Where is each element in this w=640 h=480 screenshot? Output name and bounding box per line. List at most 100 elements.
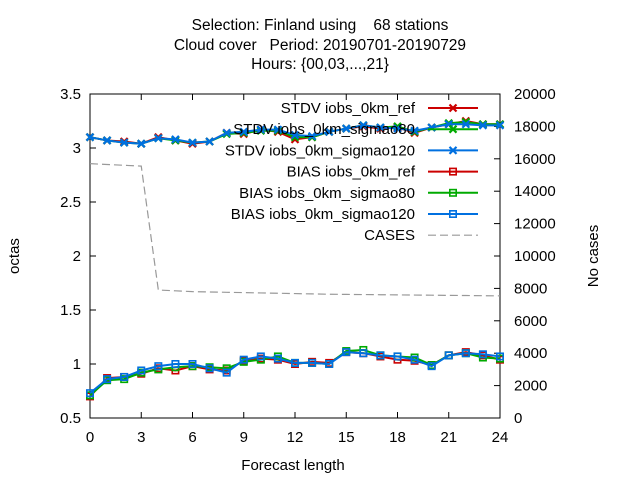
- y2-tick-label: 8000: [514, 280, 547, 297]
- data-point: [103, 375, 112, 384]
- data-point: [120, 372, 129, 381]
- data-point: [427, 362, 436, 371]
- x-tick-label: 24: [492, 429, 509, 446]
- legend-label: BIAS iobs_0km_sigmao120: [231, 206, 415, 223]
- series-3: [86, 348, 504, 401]
- x-tick-label: 12: [287, 429, 304, 446]
- legend-marker: [448, 210, 457, 219]
- y-tick-label: 1.5: [60, 302, 81, 319]
- data-point: [307, 131, 317, 141]
- y2-tick-label: 18000: [514, 118, 556, 135]
- y-tick-label: 2.5: [60, 194, 81, 211]
- data-point: [222, 128, 231, 138]
- x-tick-label: 6: [188, 429, 196, 446]
- data-point: [324, 127, 334, 137]
- y-tick-label: 3.5: [60, 86, 81, 103]
- data-point: [478, 350, 487, 359]
- data-point: [444, 351, 453, 360]
- data-point: [171, 359, 180, 368]
- chart-title-line-1: Selection: Finland using 68 stations: [191, 17, 449, 34]
- data-point: [308, 358, 317, 367]
- y2-tick-label: 0: [514, 410, 522, 427]
- data-point: [393, 352, 402, 361]
- series-line: [89, 163, 501, 297]
- data-point: [290, 130, 300, 140]
- series-line: [89, 348, 501, 397]
- data-point: [461, 119, 471, 129]
- y2-tick-label: 6000: [514, 313, 547, 330]
- legend-marker: [448, 124, 458, 134]
- data-point: [359, 121, 368, 130]
- y-tick-label: 1: [73, 356, 81, 373]
- data-point: [222, 368, 231, 377]
- x-tick-label: 3: [137, 429, 145, 446]
- data-point: [136, 139, 146, 148]
- series-6: [89, 163, 501, 297]
- data-point: [325, 359, 334, 368]
- data-point: [376, 123, 385, 132]
- legend-marker: [448, 188, 457, 197]
- y2-tick-label: 2000: [514, 378, 547, 395]
- data-point: [478, 121, 488, 130]
- x-tick-label: 0: [86, 429, 94, 446]
- x-tick-label: 15: [338, 429, 355, 446]
- data-point: [188, 359, 197, 368]
- data-point: [495, 352, 504, 361]
- y2-tick-label: 4000: [514, 345, 547, 362]
- series-5: [86, 348, 504, 398]
- data-point: [171, 135, 180, 144]
- y2-tick-label: 14000: [514, 183, 556, 200]
- data-point: [239, 127, 249, 137]
- legend-label: BIAS iobs_0km_ref: [287, 164, 416, 181]
- data-point: [256, 125, 266, 134]
- data-point: [290, 358, 299, 367]
- data-point: [205, 364, 214, 373]
- data-point: [495, 121, 505, 130]
- series-2: [85, 119, 505, 148]
- data-point: [410, 355, 419, 364]
- data-point: [205, 137, 214, 146]
- data-point: [137, 366, 146, 375]
- data-point: [119, 138, 129, 147]
- series-line: [89, 351, 501, 398]
- data-point: [341, 124, 351, 133]
- y2-tick-label: 16000: [514, 151, 556, 168]
- legend-marker: [448, 167, 457, 176]
- legend-marker: [448, 103, 458, 113]
- y-axis-label: octas: [6, 238, 23, 274]
- data-point: [273, 125, 283, 134]
- y-tick-label: 2: [73, 248, 81, 265]
- x-tick-label: 21: [440, 429, 457, 446]
- data-point: [273, 354, 282, 363]
- data-point: [102, 136, 112, 145]
- legend-label: STDV iobs_0km_sigmao120: [225, 142, 415, 159]
- y2-axis-label: No cases: [585, 225, 602, 288]
- x-axis-label: Forecast length: [241, 457, 344, 474]
- data-point: [86, 389, 95, 398]
- legend-label: STDV iobs_0km_sigmao80: [233, 121, 415, 138]
- data-point: [154, 362, 163, 371]
- legend-label: BIAS iobs_0km_sigmao80: [239, 185, 415, 202]
- data-point: [461, 349, 470, 358]
- data-point: [239, 355, 248, 364]
- y-tick-label: 3: [73, 140, 81, 157]
- y2-tick-label: 20000: [514, 86, 556, 103]
- data-point: [359, 349, 368, 358]
- y2-tick-label: 12000: [514, 216, 556, 233]
- legend-marker: [448, 146, 458, 155]
- data-point: [154, 134, 163, 143]
- x-tick-label: 18: [389, 429, 406, 446]
- legend-label: STDV iobs_0km_ref: [281, 100, 416, 117]
- y-tick-label: 0.5: [60, 410, 81, 427]
- series-4: [86, 345, 504, 400]
- data-point: [410, 126, 419, 135]
- data-point: [342, 348, 351, 357]
- x-tick-label: 9: [240, 429, 248, 446]
- y2-tick-label: 10000: [514, 248, 556, 265]
- series-line: [89, 351, 501, 394]
- legend-label: CASES: [364, 227, 415, 244]
- chart-title-line-2: Cloud cover Period: 20190701-20190729: [173, 37, 467, 54]
- chart-title-line-3: Hours: {00,03,...,21}: [251, 56, 389, 73]
- data-point: [393, 124, 402, 133]
